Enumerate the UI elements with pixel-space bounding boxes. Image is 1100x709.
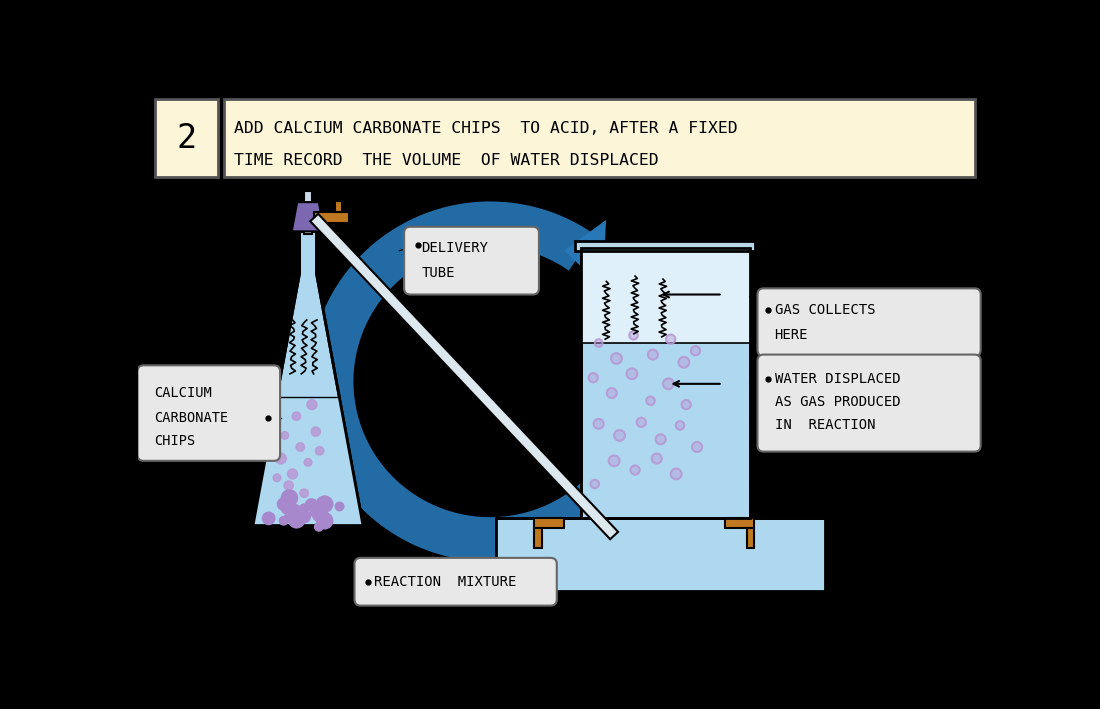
Circle shape bbox=[282, 505, 290, 513]
Polygon shape bbox=[292, 202, 324, 231]
Circle shape bbox=[280, 432, 288, 440]
FancyBboxPatch shape bbox=[404, 227, 539, 294]
Circle shape bbox=[629, 331, 638, 340]
Circle shape bbox=[610, 353, 621, 364]
FancyBboxPatch shape bbox=[138, 365, 280, 461]
Circle shape bbox=[317, 513, 333, 529]
Circle shape bbox=[296, 513, 305, 523]
Circle shape bbox=[336, 502, 344, 510]
Text: HERE: HERE bbox=[774, 328, 808, 342]
Circle shape bbox=[608, 455, 619, 467]
Bar bbox=[495, 518, 825, 591]
Circle shape bbox=[591, 480, 600, 489]
Circle shape bbox=[667, 335, 675, 344]
Polygon shape bbox=[583, 450, 623, 514]
Circle shape bbox=[304, 459, 312, 467]
Circle shape bbox=[279, 517, 288, 525]
Circle shape bbox=[595, 339, 603, 347]
Bar bbox=[581, 248, 750, 342]
Circle shape bbox=[682, 400, 691, 409]
Polygon shape bbox=[310, 214, 618, 540]
Bar bbox=[154, 99, 218, 177]
Circle shape bbox=[671, 469, 682, 479]
Circle shape bbox=[647, 396, 654, 405]
Bar bbox=[315, 212, 349, 223]
Circle shape bbox=[651, 454, 662, 464]
Circle shape bbox=[285, 513, 293, 522]
Circle shape bbox=[315, 523, 323, 531]
Circle shape bbox=[614, 430, 625, 441]
Circle shape bbox=[675, 421, 684, 430]
Circle shape bbox=[287, 469, 297, 479]
Circle shape bbox=[310, 508, 319, 517]
Circle shape bbox=[663, 379, 674, 389]
Text: CHIPS: CHIPS bbox=[154, 434, 196, 448]
Circle shape bbox=[630, 466, 640, 475]
Bar bbox=[725, 518, 755, 527]
Text: IN  REACTION: IN REACTION bbox=[774, 418, 876, 432]
Circle shape bbox=[288, 512, 305, 528]
Circle shape bbox=[692, 442, 702, 452]
Circle shape bbox=[594, 419, 604, 429]
Circle shape bbox=[679, 357, 690, 368]
Circle shape bbox=[316, 509, 329, 522]
Text: ADD CALCIUM CARBONATE CHIPS  TO ACID, AFTER A FIXED: ADD CALCIUM CARBONATE CHIPS TO ACID, AFT… bbox=[234, 121, 738, 135]
Bar bbox=[747, 527, 755, 548]
Circle shape bbox=[273, 474, 280, 481]
Text: GAS COLLECTS: GAS COLLECTS bbox=[774, 303, 876, 317]
Bar bbox=[581, 248, 750, 518]
Circle shape bbox=[286, 504, 302, 520]
Circle shape bbox=[656, 435, 666, 445]
Circle shape bbox=[311, 427, 320, 436]
Circle shape bbox=[316, 447, 323, 455]
Circle shape bbox=[648, 350, 658, 359]
Text: REACTION  MIXTURE: REACTION MIXTURE bbox=[374, 575, 516, 588]
FancyBboxPatch shape bbox=[354, 558, 557, 605]
Circle shape bbox=[287, 505, 298, 515]
Circle shape bbox=[637, 418, 646, 427]
Text: TIME RECORD  THE VOLUME  OF WATER DISPLACED: TIME RECORD THE VOLUME OF WATER DISPLACE… bbox=[234, 153, 659, 168]
Polygon shape bbox=[253, 397, 363, 525]
Text: CALCIUM: CALCIUM bbox=[154, 386, 212, 400]
Circle shape bbox=[275, 453, 286, 464]
Circle shape bbox=[691, 346, 701, 355]
Circle shape bbox=[296, 442, 305, 451]
Bar bbox=[336, 201, 342, 212]
Circle shape bbox=[607, 388, 617, 398]
Text: AS GAS PRODUCED: AS GAS PRODUCED bbox=[774, 396, 900, 409]
Circle shape bbox=[300, 489, 308, 498]
FancyBboxPatch shape bbox=[758, 289, 981, 356]
Circle shape bbox=[298, 510, 310, 523]
Circle shape bbox=[309, 502, 319, 512]
Circle shape bbox=[263, 512, 275, 525]
Circle shape bbox=[282, 490, 298, 506]
Text: WATER DISPLACED: WATER DISPLACED bbox=[774, 372, 900, 386]
Circle shape bbox=[307, 400, 317, 410]
Circle shape bbox=[306, 499, 318, 511]
Circle shape bbox=[277, 498, 289, 510]
Circle shape bbox=[588, 373, 598, 382]
Circle shape bbox=[317, 496, 333, 512]
Circle shape bbox=[300, 504, 308, 513]
Bar bbox=[224, 99, 975, 177]
Text: 2: 2 bbox=[176, 122, 197, 155]
Circle shape bbox=[293, 412, 300, 420]
Bar bbox=[581, 248, 750, 518]
Polygon shape bbox=[253, 231, 363, 525]
Bar bbox=[575, 240, 756, 252]
Polygon shape bbox=[564, 220, 606, 287]
Text: TUBE: TUBE bbox=[421, 266, 454, 280]
Circle shape bbox=[627, 369, 637, 379]
Bar bbox=[304, 191, 312, 234]
Bar bbox=[535, 527, 542, 548]
Text: DELIVERY: DELIVERY bbox=[421, 241, 488, 255]
Text: CARBONATE: CARBONATE bbox=[154, 411, 229, 425]
Circle shape bbox=[284, 481, 294, 490]
FancyBboxPatch shape bbox=[758, 354, 981, 452]
Bar bbox=[535, 518, 563, 527]
Circle shape bbox=[314, 512, 321, 520]
